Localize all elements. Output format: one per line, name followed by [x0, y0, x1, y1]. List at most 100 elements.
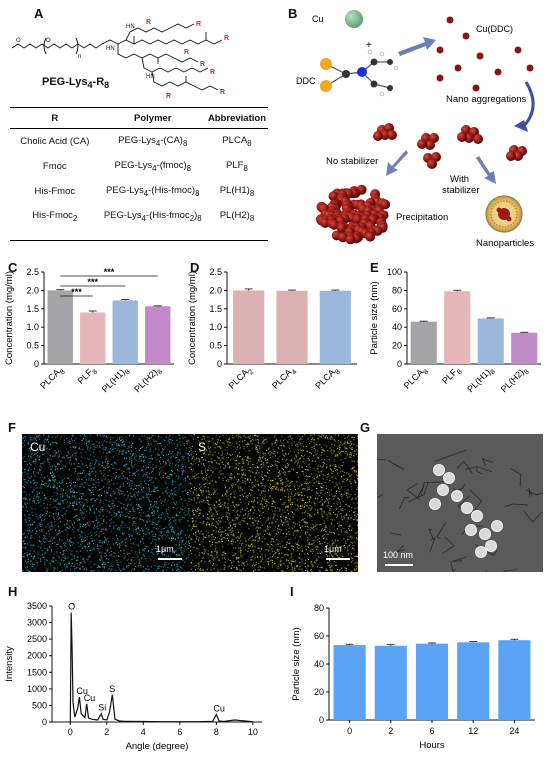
table-row: Cholic Acid (CA) PEG-Lys4-(CA)8 PLCA8 [10, 129, 268, 154]
panel-label-h: H [8, 584, 18, 599]
bar [112, 300, 138, 364]
chart-i-particle-size-hours: 0 20 40 60 80 Particle size (nm) 0 2 6 12 24 Hours [291, 603, 535, 751]
r-group-label: R [220, 89, 225, 96]
no-stabilizer-arrow-icon [386, 150, 408, 176]
y-tick-label: 0 [319, 715, 324, 725]
bar [457, 642, 490, 720]
significance-label: *** [71, 287, 82, 297]
bar [410, 321, 437, 364]
precipitate-particle [365, 231, 376, 242]
y-tick-label: 20 [314, 687, 324, 697]
peak-annotation: Cu [213, 703, 225, 713]
peak-annotation: Si [98, 703, 106, 713]
precipitation-cluster [315, 184, 391, 245]
x-tick-label: PLCA4 [270, 364, 299, 393]
with-stabilizer-label-line2: stabilizer [442, 185, 480, 196]
y-tick-label: 2.5 [26, 267, 39, 277]
x-tick-label: PL(H2)8 [499, 364, 531, 396]
sem-image: 100 nm [377, 434, 543, 572]
s-map-label: S [198, 440, 207, 454]
y-tick-label: 2500 [27, 634, 47, 644]
y-tick-label: 0 [217, 359, 222, 369]
table-cell-r: Cholic Acid (CA) [20, 135, 90, 147]
r-group-label: R [184, 49, 189, 56]
bar [319, 290, 351, 364]
x-tick-label: PLCA8 [313, 364, 342, 393]
bar [80, 312, 106, 364]
x-tick-label: 24 [509, 726, 519, 736]
nanoparticle-schematic: Cu2+ + DDC- Cu(DDC)2 [296, 10, 535, 249]
table-cell-r: His-Fmoc [34, 185, 76, 197]
y-tick-label: 3000 [27, 618, 47, 628]
sem-texture [377, 449, 543, 572]
table-header-rule [10, 128, 268, 129]
table-row: His-Fmoc2 PEG-Lys4-(His-fmoc2)8 PL(H2)8 [10, 204, 268, 229]
complex-label: Cu(DDC)2 [476, 24, 513, 34]
peak-annotation: Cu [84, 693, 96, 703]
panel-label-b: B [288, 6, 298, 21]
sem-scale-bar [385, 564, 413, 566]
x-tick-label: PLCA8 [38, 364, 67, 393]
bar [145, 306, 171, 364]
precipitate-particle [329, 219, 340, 230]
oxygen-label: O [46, 38, 51, 44]
no-stabilizer-label: No stabilizer [326, 156, 378, 167]
x-tick-label: 2 [104, 727, 109, 737]
panel-label-c: C [8, 260, 18, 275]
table-cell-polymer: PEG-Lys4-(fmoc)8 [114, 159, 192, 173]
x-axis-label: Hours [419, 740, 445, 751]
s-element-map: S 1μm [190, 434, 358, 572]
y-tick-label: 80 [392, 285, 402, 295]
with-stabilizer-label-line1: With [450, 174, 469, 185]
significance-label: *** [104, 267, 115, 277]
amine-label: HN [126, 24, 135, 30]
panel-label-f: F [8, 420, 16, 435]
ddc-label: DDC- [296, 76, 316, 86]
precipitate-particle [337, 232, 348, 243]
panel-label-g: G [360, 420, 371, 435]
spectrum-line [69, 612, 253, 723]
x-tick-label: PL(H1)8 [465, 364, 497, 396]
r-group-label: R [224, 35, 229, 42]
y-axis-label: Particle size (nm) [369, 281, 380, 354]
panel-label-e: E [370, 260, 379, 275]
y-tick-label: 1500 [27, 667, 47, 677]
plus-sign: + [366, 40, 372, 51]
x-tick-label: PLF8 [440, 364, 464, 388]
bar [498, 640, 531, 720]
s-map-scale-bar [326, 558, 350, 560]
compound-name: PEG-Lys4-R8 [42, 76, 110, 91]
bar [374, 645, 407, 720]
table-cell-r: His-Fmoc2 [32, 209, 78, 223]
amine-label: HN [146, 74, 155, 80]
precipitate-particle [328, 191, 339, 202]
y-tick-label: 100 [387, 267, 402, 277]
cu-element-map: Cu 1μm [22, 434, 190, 572]
precipitate-particle [345, 234, 356, 245]
y-tick-label: 1.5 [209, 304, 222, 314]
r-group-label: R [146, 19, 151, 26]
chemical-structure: O O n HN HN HN R R R R R R R R [11, 19, 229, 100]
x-tick-label: 12 [468, 726, 478, 736]
x-tick-label: PLCA2 [227, 364, 256, 393]
bar [333, 645, 366, 720]
y-tick-label: 80 [314, 603, 324, 613]
table-cell-abbreviation: PLCA8 [222, 135, 252, 148]
table-cell-r: Fmoc [42, 160, 67, 172]
with-stabilizer-arrow-icon [476, 156, 496, 184]
s-map-scale-text: 1μm [324, 544, 342, 554]
y-tick-label: 1.0 [26, 322, 39, 332]
y-tick-label: 500 [32, 700, 47, 710]
panel-label-d: D [190, 260, 200, 275]
y-tick-label: 60 [314, 631, 324, 641]
cu-map-dots [22, 434, 190, 572]
complex-particles [436, 16, 534, 92]
table-cell-abbreviation: PL(H1)8 [219, 184, 255, 198]
x-tick-label: PL(H1)8 [100, 364, 132, 396]
chart-h-edx-spectrum: 0 500 1000 1500 2000 2500 3000 3500 0 2 4 6 8 10 Inten… [4, 601, 262, 752]
y-tick-label: 2.5 [209, 267, 222, 277]
y-tick-label: 0.5 [209, 341, 222, 351]
table-cell-abbreviation: PLF8 [226, 159, 248, 173]
y-tick-label: 0.5 [26, 341, 39, 351]
x-tick-label: 8 [214, 727, 219, 737]
